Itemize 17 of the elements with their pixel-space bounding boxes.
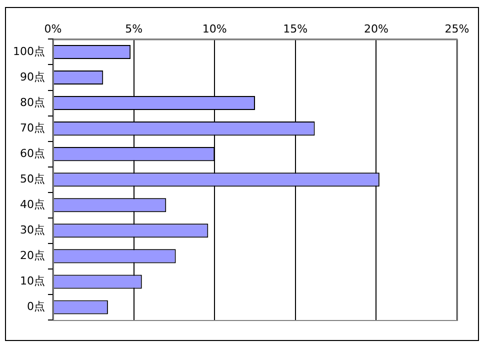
x-tick-label: 0% (44, 22, 62, 36)
y-tick-label: 70点 (20, 121, 45, 134)
y-tick-label: 90点 (20, 70, 45, 84)
y-tick-label: 10点 (20, 274, 45, 288)
y-tick-label: 0点 (26, 300, 45, 314)
x-tick-label: 20% (364, 22, 388, 36)
y-tick-label: 100点 (12, 44, 45, 58)
y-tick-label: 50点 (20, 172, 45, 186)
y-tick-label: 20点 (20, 249, 45, 262)
x-tick-label: 5% (125, 22, 143, 36)
y-tick-label: 60点 (20, 146, 45, 160)
y-tick-label: 40点 (20, 198, 45, 211)
x-tick-label: 15% (283, 22, 308, 36)
x-tick-label: 10% (202, 22, 227, 36)
y-tick-label: 30点 (20, 224, 45, 237)
y-tick-label: 80点 (20, 96, 45, 109)
x-tick-label: 25% (444, 22, 470, 36)
